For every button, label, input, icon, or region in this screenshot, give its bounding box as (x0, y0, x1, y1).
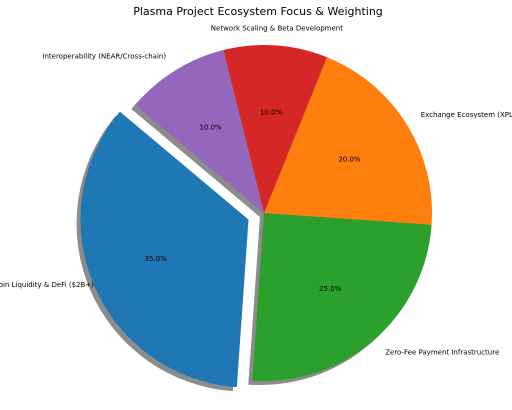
slice-label: oin Liquidity & DeFi ($2B+) (0, 281, 94, 289)
percent-label: 35.0% (145, 255, 168, 263)
chart-title: Plasma Project Ecosystem Focus & Weighti… (133, 5, 383, 18)
wedge (135, 49, 264, 213)
percent-label: 25.0% (319, 285, 342, 293)
wedge (80, 111, 249, 388)
slice-label: Interoperability (NEAR/Cross-chain) (42, 52, 166, 60)
wedge (223, 45, 327, 214)
slice-label: Network Scaling & Beta Development (211, 25, 343, 33)
percent-label: 20.0% (338, 156, 361, 164)
percent-label: 10.0% (260, 108, 283, 116)
slice-label: Zero-Fee Payment Infrastructure (385, 348, 499, 356)
wedge-layer (80, 45, 432, 388)
wedge (252, 213, 432, 381)
wedge (264, 57, 432, 225)
slice-label: Exchange Ecosystem (XPL/B (421, 111, 512, 119)
percent-label: 10.0% (199, 124, 222, 132)
